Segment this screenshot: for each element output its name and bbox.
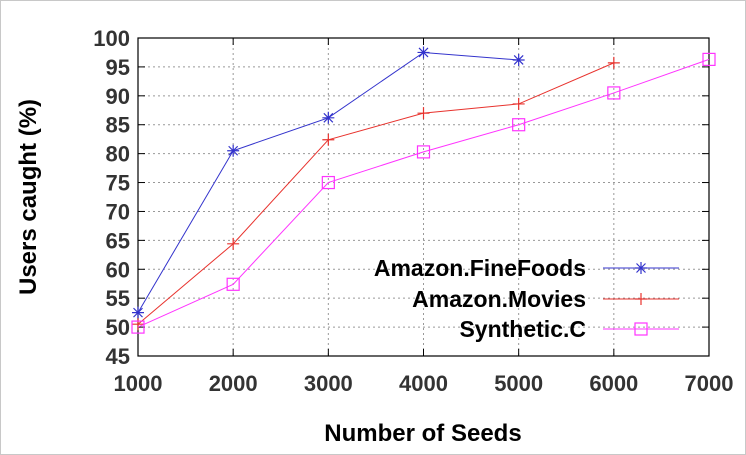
data-point-marker [607,86,621,100]
legend-marker [635,262,647,274]
legend-marker [635,293,647,305]
data-point-marker [417,107,430,120]
x-axis-ticks: 1000 2000 3000 4000 5000 6000 7000 [114,38,734,396]
series-synthetic-c [131,52,716,334]
series-group [131,46,716,334]
grid [138,38,709,356]
data-point-marker [322,111,335,124]
y-tick-label: 65 [106,228,130,253]
y-tick-label: 95 [106,55,130,80]
x-tick-label: 3000 [304,371,353,396]
x-tick-label: 6000 [589,371,638,396]
legend: Amazon.FineFoods Amazon.Movies Synthetic.C [374,255,679,342]
y-axis-label: Users caught (%) [15,99,42,295]
x-tick-label: 2000 [209,371,258,396]
data-point-marker [132,306,144,319]
y-tick-label: 85 [106,113,130,138]
data-point-marker [227,144,240,157]
y-tick-label: 70 [106,199,130,224]
y-tick-label: 75 [106,171,130,196]
x-tick-label: 1000 [114,371,163,396]
data-point-marker [702,52,716,66]
y-axis-ticks: 45 50 55 60 65 70 75 80 85 90 95 100 [93,26,709,369]
series-line [137,62,615,325]
x-axis-label: Number of Seeds [324,420,521,447]
data-point-marker [321,175,335,190]
data-point-marker [131,320,145,334]
data-point-marker [322,133,335,146]
y-tick-label: 90 [106,84,130,109]
legend-label: Synthetic.C [459,316,586,342]
series-line [137,58,710,328]
y-tick-label: 55 [106,286,130,311]
data-point-marker [416,145,431,159]
x-tick-label: 5000 [494,371,543,396]
x-tick-label: 7000 [685,371,734,396]
data-point-marker [512,53,525,66]
legend-label: Amazon.FineFoods [374,255,586,281]
x-tick-label: 4000 [399,371,448,396]
series-amazon-movies [132,56,620,331]
data-point-marker [226,277,240,291]
data-point-marker [512,97,525,110]
legend-marker [634,322,648,336]
data-point-marker [512,118,526,132]
data-point-marker [417,46,430,59]
y-tick-label: 80 [106,142,130,167]
series-amazon-finefoods [132,46,525,319]
data-point-marker [227,237,240,250]
data-point-marker [132,318,144,331]
y-tick-label: 100 [93,26,130,51]
data-point-marker [607,56,620,69]
y-tick-label: 60 [106,257,130,282]
y-tick-label: 45 [106,344,130,369]
y-tick-label: 50 [106,315,130,340]
legend-label: Amazon.Movies [412,286,586,312]
